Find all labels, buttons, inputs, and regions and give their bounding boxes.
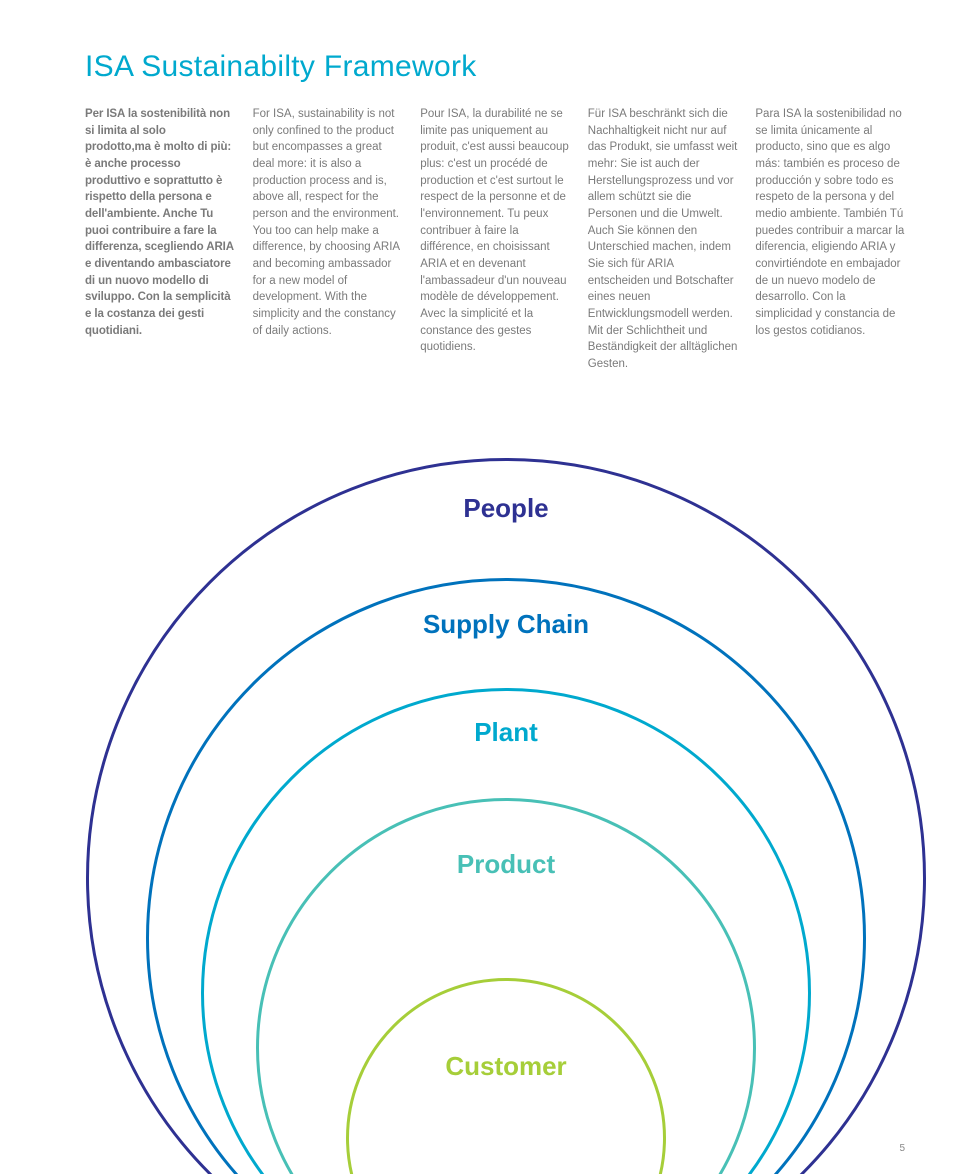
text-column-4: Para ISA la sostenibilidad no se limita … <box>755 106 905 373</box>
text-columns: Per ISA la sostenibilità non si limita a… <box>85 106 905 373</box>
ring-label-product: Product <box>457 849 555 880</box>
text-column-3: Für ISA beschränkt sich die Nachhaltigke… <box>588 106 738 373</box>
concentric-diagram: People Supply Chain Plant Product Customer <box>0 440 960 1174</box>
text-column-2: Pour ISA, la durabilité ne se limite pas… <box>420 106 570 373</box>
text-column-1: For ISA, sustainability is not only conf… <box>253 106 403 373</box>
ring-label-plant: Plant <box>474 717 538 748</box>
text-column-0: Per ISA la sostenibilità non si limita a… <box>85 106 235 373</box>
page-title: ISA Sustainabilty Framework <box>85 50 905 84</box>
ring-label-supply-chain: Supply Chain <box>423 609 589 640</box>
ring-label-customer: Customer <box>445 1051 566 1082</box>
ring-label-people: People <box>463 493 548 524</box>
page-number: 5 <box>899 1143 905 1154</box>
